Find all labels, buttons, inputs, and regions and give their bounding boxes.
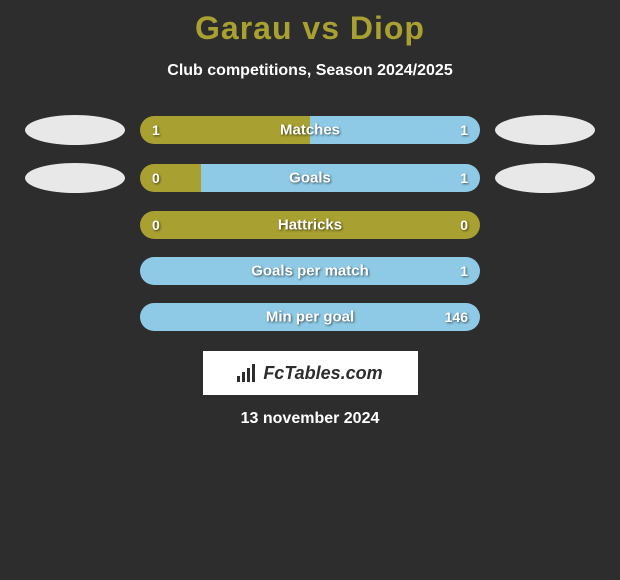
stat-row: Matches 1 1	[10, 115, 610, 145]
player-badge-left	[25, 115, 125, 145]
stat-label: Goals	[289, 170, 331, 187]
stat-row: Goals per match 1	[10, 257, 610, 285]
stat-value-right: 0	[460, 217, 468, 233]
stat-bar: Hattricks 0 0	[140, 211, 480, 239]
stat-label: Min per goal	[266, 309, 354, 326]
stat-value-right: 146	[445, 309, 468, 325]
page-title: Garau vs Diop	[0, 10, 620, 47]
stat-bar: Goals 0 1	[140, 164, 480, 192]
stat-label: Goals per match	[251, 263, 369, 280]
stat-label: Matches	[280, 122, 340, 139]
player-badge-right	[495, 163, 595, 193]
stat-value-right: 1	[460, 170, 468, 186]
date-label: 13 november 2024	[0, 410, 620, 428]
main-container: Garau vs Diop Club competitions, Season …	[0, 0, 620, 428]
stat-row: Goals 0 1	[10, 163, 610, 193]
player-badge-right	[495, 115, 595, 145]
bar-left-segment	[140, 164, 201, 192]
stat-label: Hattricks	[278, 217, 342, 234]
stat-bar: Goals per match 1	[140, 257, 480, 285]
stat-row: Hattricks 0 0	[10, 211, 610, 239]
stat-value-left: 0	[152, 217, 160, 233]
page-subtitle: Club competitions, Season 2024/2025	[0, 62, 620, 80]
stat-value-left: 0	[152, 170, 160, 186]
stat-bar: Matches 1 1	[140, 116, 480, 144]
stat-bar: Min per goal 146	[140, 303, 480, 331]
logo-box: FcTables.com	[203, 351, 418, 395]
stats-area: Matches 1 1 Goals 0 1 Hattricks 0 0 Goals per mat…	[0, 115, 620, 331]
bar-right-segment	[201, 164, 480, 192]
stat-value-left: 1	[152, 122, 160, 138]
stat-row: Min per goal 146	[10, 303, 610, 331]
logo-text: FcTables.com	[263, 363, 382, 384]
stat-value-right: 1	[460, 122, 468, 138]
chart-icon	[237, 364, 257, 382]
stat-value-right: 1	[460, 263, 468, 279]
player-badge-left	[25, 163, 125, 193]
